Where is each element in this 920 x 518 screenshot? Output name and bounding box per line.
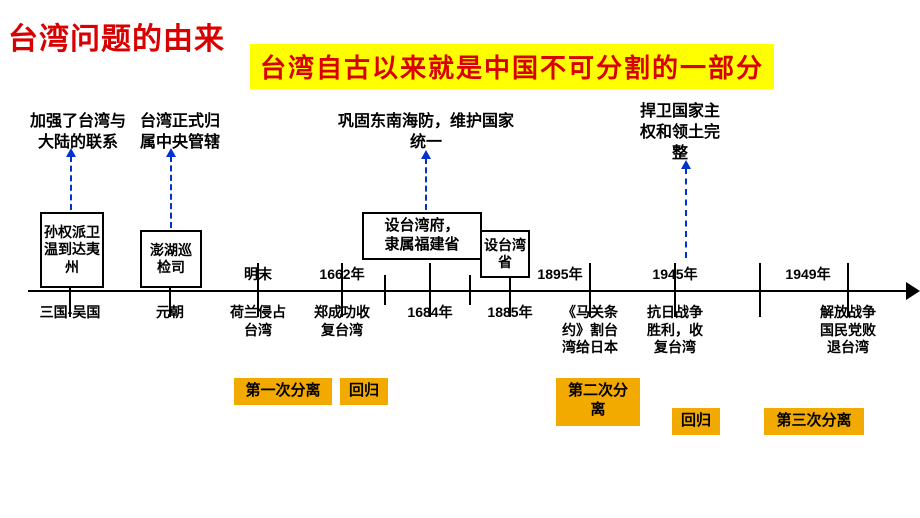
annotation-note: 巩固东南海防，维护国家 统一 [338, 112, 514, 154]
timeline-arrowhead [906, 282, 920, 300]
arrow-head-icon [66, 148, 76, 157]
subtitle-banner: 台湾自古以来就是中国不可分割的一部分 [250, 44, 774, 89]
timeline-date-label: 明末 [218, 266, 298, 284]
event-box: 孙权派卫温到达夷州 [40, 212, 104, 288]
arrow-head-icon [421, 150, 431, 159]
timeline-date-label: 1949年 [768, 266, 848, 284]
annotation-note: 加强了台湾与 大陆的联系 [30, 112, 126, 154]
timeline-label: 1684年 [395, 304, 465, 322]
timeline-date-label: 1662年 [302, 266, 382, 284]
dashed-arrow [170, 156, 172, 228]
timeline-label: 抗日战争胜利，收复台湾 [643, 304, 707, 357]
annotation-note: 捍卫国家主 权和领土完 整 [640, 102, 720, 164]
phase-tag: 第三次分离 [764, 408, 864, 435]
arrow-head-icon [166, 148, 176, 157]
timeline-date-label: 1945年 [635, 266, 715, 284]
event-box: 澎湖巡检司 [140, 230, 202, 288]
arrow-head-icon [681, 160, 691, 169]
timeline-axis [28, 290, 906, 292]
dashed-arrow [685, 168, 687, 258]
annotation-note: 台湾正式归 属中央管辖 [140, 112, 220, 154]
event-box: 设台湾省 [480, 230, 530, 278]
timeline-date-label: 1895年 [520, 266, 600, 284]
phase-tag: 回归 [340, 378, 388, 405]
timeline-label: 解放战争国民党败退台湾 [816, 304, 880, 357]
timeline-tick [759, 263, 761, 317]
timeline-label: 《马关条约》割台湾给日本 [558, 304, 622, 357]
dashed-arrow [425, 158, 427, 210]
timeline-label: 元朝 [135, 304, 205, 322]
phase-tag: 第二次分 离 [556, 378, 640, 426]
timeline-label: 荷兰侵占台湾 [226, 304, 290, 339]
diagram-stage: { "colors": { "red": "#d90000", "yellow"… [0, 0, 920, 518]
timeline-minor-tick [469, 275, 471, 305]
timeline-label: 郑成功收复台湾 [310, 304, 374, 339]
phase-tag: 回归 [672, 408, 720, 435]
dashed-arrow [70, 156, 72, 210]
event-box: 设台湾府， 隶属福建省 [362, 212, 482, 260]
phase-tag: 第一次分离 [234, 378, 332, 405]
timeline-label: 1885年 [475, 304, 545, 322]
main-title: 台湾问题的由来 [8, 14, 225, 58]
timeline-minor-tick [384, 275, 386, 305]
timeline-label: 三国-吴国 [35, 304, 105, 322]
